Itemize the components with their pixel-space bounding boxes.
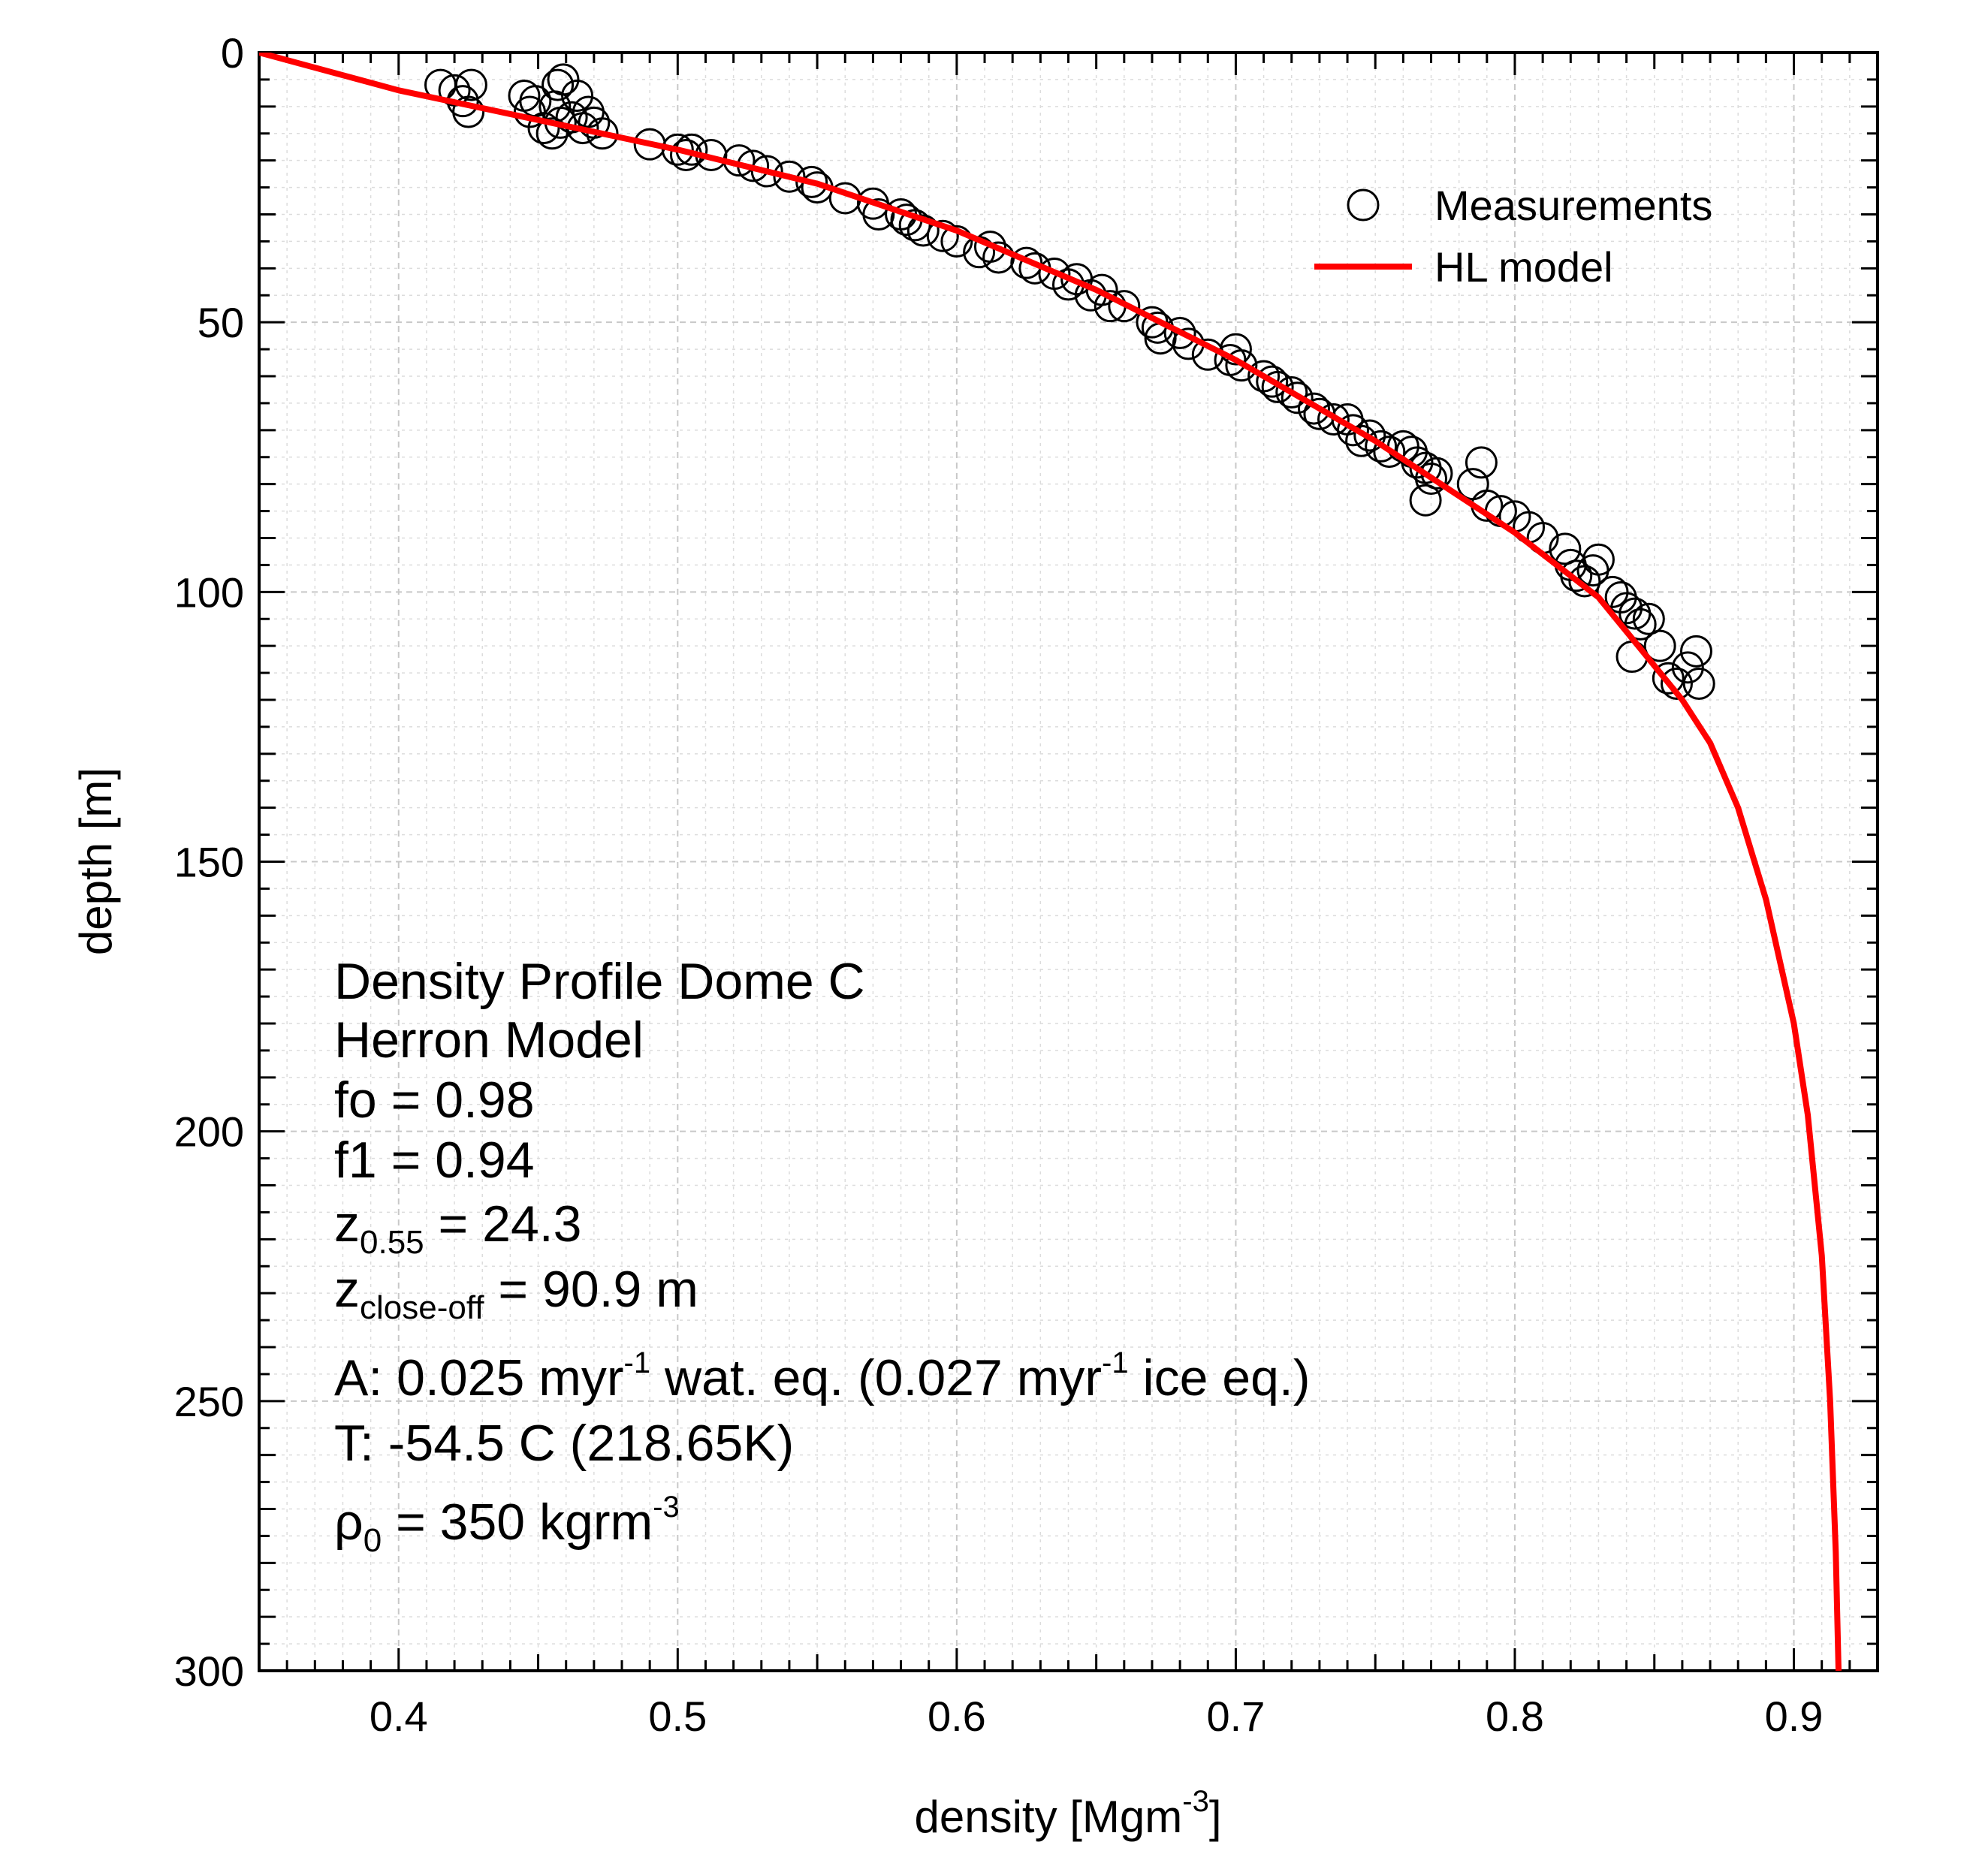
measurement-point (926, 219, 959, 252)
measurement-point (1275, 376, 1308, 409)
measurement-point (940, 225, 973, 258)
measurement-point (1365, 430, 1398, 463)
y-axis-title: depth [m] (71, 767, 121, 955)
hl-model-curve (259, 53, 1842, 1671)
y-tick-label: 300 (174, 1647, 244, 1695)
measurement-point (1336, 414, 1369, 447)
legend-label-measurements: Measurements (1434, 182, 1712, 229)
measurement-point (1108, 290, 1141, 323)
y-tick-label: 50 (198, 299, 244, 346)
y-tick-label: 150 (174, 839, 244, 886)
measurement-point (1582, 543, 1615, 576)
measurement-point (1225, 349, 1258, 382)
measurement-point (1465, 446, 1498, 479)
annotation-zclose: zclose-off = 90.9 m (334, 1261, 698, 1326)
measurement-point (661, 133, 694, 166)
measurement-point (1010, 246, 1043, 279)
x-tick-label: 0.8 (1486, 1693, 1544, 1740)
measurement-point (1682, 667, 1715, 700)
measurement-point (1660, 667, 1693, 700)
measurement-points (424, 63, 1715, 700)
measurement-point (1679, 635, 1712, 668)
x-axis-title: density [Mgm-3] (914, 1785, 1221, 1842)
measurement-point (1281, 381, 1314, 415)
measurement-point (1415, 462, 1448, 495)
x-tick-label: 0.5 (648, 1693, 707, 1740)
measurement-point (1560, 559, 1593, 592)
measurement-point (454, 68, 487, 101)
measurement-point (773, 160, 806, 193)
y-tick-labels: 0 50 100 150 200 250 300 (174, 29, 244, 1695)
measurement-point (519, 85, 552, 118)
annotation-fo: fo = 0.98 (334, 1072, 535, 1129)
measurement-point (1256, 365, 1289, 398)
measurement-point (1615, 641, 1649, 674)
x-tick-label: 0.7 (1207, 1693, 1266, 1740)
measurement-point (973, 231, 1006, 264)
measurement-point (1297, 392, 1330, 425)
legend-label-hl-model: HL model (1434, 243, 1613, 291)
annotation-title: Density Profile Dome C (334, 953, 865, 1010)
y-tick-label: 200 (174, 1108, 244, 1156)
measurement-point (541, 68, 575, 101)
y-tick-label: 0 (221, 29, 244, 77)
measurement-point (1624, 607, 1657, 641)
measurement-point (1643, 629, 1676, 662)
measurement-point (561, 79, 594, 112)
annotation-block: Density Profile Dome C Herron Model fo =… (334, 953, 1310, 1559)
plot-frame (258, 51, 1879, 1672)
model-curve-layer (259, 53, 1842, 1671)
x-tick-label: 0.6 (928, 1693, 986, 1740)
axis-ticks (259, 53, 1878, 1671)
annotation-z055: z0.55 = 24.3 (334, 1195, 581, 1261)
measurement-point (452, 95, 485, 128)
measurement-point (578, 106, 611, 139)
legend-marker-measurements (1347, 188, 1380, 222)
measurement-point (535, 117, 569, 150)
y-tick-label: 250 (174, 1378, 244, 1425)
x-tick-label: 0.4 (370, 1693, 428, 1740)
annotation-rho0: ρ0 = 350 kgrm-3 (334, 1491, 680, 1559)
annotation-model: Herron Model (334, 1011, 644, 1069)
measurement-point (1085, 273, 1118, 306)
measurement-point (1632, 602, 1665, 635)
measurement-point (907, 214, 940, 247)
measurement-point (1373, 436, 1406, 469)
measurement-point (1353, 419, 1386, 452)
measurement-point (750, 155, 783, 188)
measurement-point (1652, 662, 1685, 695)
x-tick-labels: 0.4 0.5 0.6 0.7 0.8 0.9 (370, 1693, 1824, 1740)
measurement-point (795, 165, 828, 198)
measurement-point (1549, 532, 1582, 565)
annotation-temperature: T: -54.5 C (218.65K) (334, 1415, 794, 1472)
measurement-point (1409, 484, 1442, 517)
measurement-point (555, 101, 588, 134)
measurement-point (1671, 651, 1704, 684)
annotation-f1: f1 = 0.94 (334, 1132, 535, 1189)
measurement-point (1261, 370, 1294, 403)
legend: Measurements HL model (1314, 182, 1712, 291)
measurement-point (898, 209, 931, 242)
measurement-point (1317, 402, 1350, 436)
measurement-point (1163, 317, 1196, 350)
y-tick-label: 100 (174, 568, 244, 616)
measurement-point (527, 112, 560, 145)
annotation-accumulation: A: 0.025 myr-1 wat. eq. (0.027 myr-1 ice… (334, 1346, 1310, 1406)
x-tick-label: 0.9 (1765, 1693, 1824, 1740)
